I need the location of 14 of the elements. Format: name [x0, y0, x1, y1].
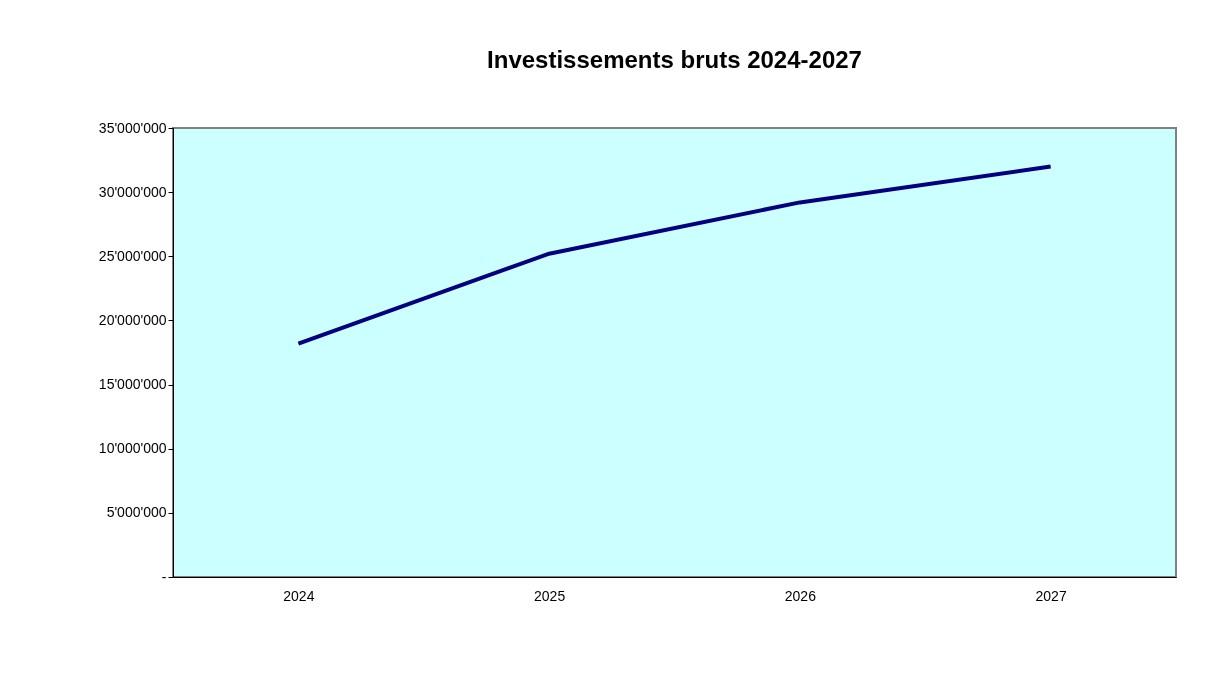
y-tick-label: - [161, 568, 167, 585]
y-tick-label: 20'000'000 [98, 311, 167, 328]
y-tick-label: 15'000'000 [98, 376, 167, 393]
x-tick-label: 2024 [283, 587, 315, 604]
x-tick-label: 2026 [784, 587, 817, 604]
line-series [296, 164, 1053, 346]
y-tick-label: 5'000'000 [106, 504, 167, 521]
y-tick-label: 25'000'000 [98, 247, 167, 264]
chart-title: Investissements bruts 2024-2027 [487, 46, 862, 73]
y-tick-label: 10'000'000 [98, 440, 167, 457]
x-tick-label: 2025 [534, 587, 566, 604]
x-tick-label: 2027 [1035, 587, 1067, 604]
y-tick-label: 35'000'000 [98, 119, 167, 136]
y-tick-label: 30'000'000 [98, 183, 167, 200]
